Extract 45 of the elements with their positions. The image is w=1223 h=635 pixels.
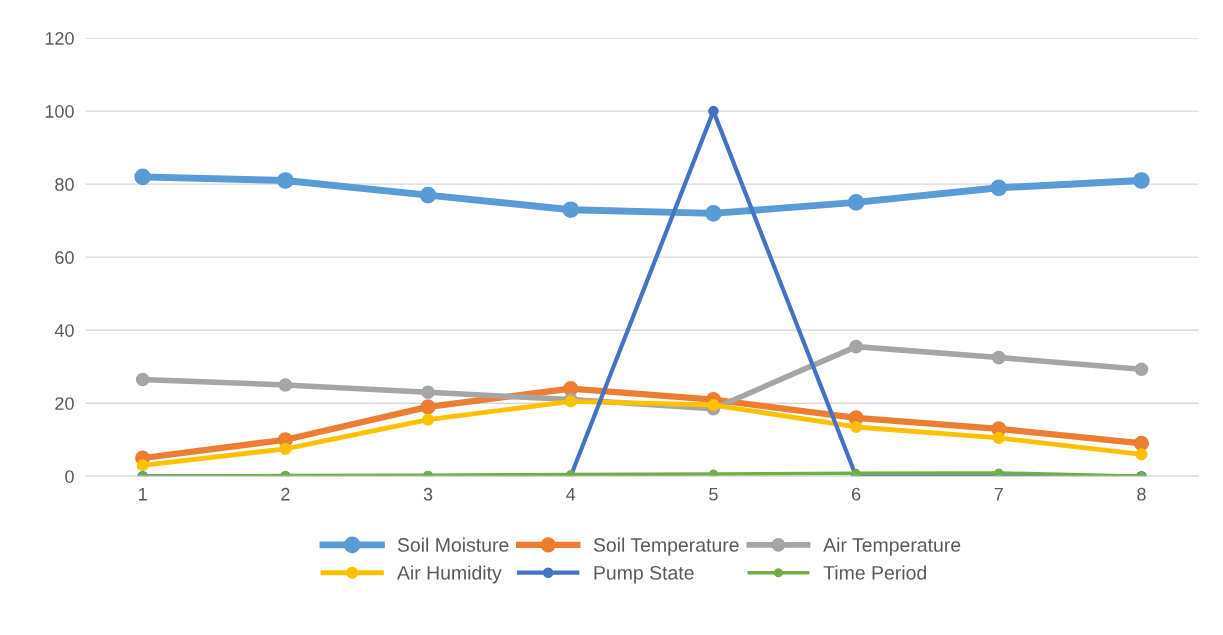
x-tick-label: 3 bbox=[423, 487, 433, 501]
point bbox=[992, 431, 1005, 444]
point bbox=[850, 420, 863, 434]
point bbox=[991, 350, 1006, 365]
legend-label: Soil Temperature bbox=[593, 537, 739, 556]
point bbox=[278, 378, 293, 392]
legend-label: Pump State bbox=[594, 565, 694, 584]
point bbox=[421, 385, 435, 400]
x-tick-label: 7 bbox=[994, 488, 1003, 501]
legend-label: Air Temperature bbox=[823, 537, 961, 556]
x-tick-label: 6 bbox=[852, 487, 861, 501]
y-tick-label: 0 bbox=[65, 470, 74, 483]
y-tick-label: 60 bbox=[55, 251, 74, 264]
point bbox=[420, 399, 436, 415]
point bbox=[1134, 362, 1149, 377]
point bbox=[135, 372, 150, 387]
x-tick-label: 5 bbox=[709, 488, 718, 501]
y-tick-label: 40 bbox=[54, 324, 74, 337]
point bbox=[419, 186, 437, 204]
y-tick-label: 120 bbox=[45, 32, 74, 45]
x-tick-label: 1 bbox=[139, 488, 147, 501]
point bbox=[847, 194, 865, 211]
point bbox=[277, 172, 294, 189]
point bbox=[708, 469, 718, 477]
y-tick-label: 100 bbox=[45, 105, 74, 118]
point bbox=[136, 459, 149, 472]
point bbox=[422, 413, 435, 426]
point bbox=[1135, 448, 1148, 461]
y-tick-label: 80 bbox=[55, 178, 74, 191]
legend-label: Time Period bbox=[823, 565, 926, 580]
x-tick-label: 2 bbox=[281, 487, 290, 501]
point bbox=[1133, 435, 1150, 451]
x-tick-label: 4 bbox=[566, 488, 576, 501]
point bbox=[705, 205, 722, 222]
legend-label: Air Humidity bbox=[396, 565, 502, 584]
point bbox=[707, 399, 720, 412]
legend-label: Soil Moisture bbox=[397, 537, 509, 552]
point bbox=[990, 179, 1008, 197]
x-tick-label: 8 bbox=[1137, 487, 1146, 501]
point bbox=[134, 168, 152, 186]
point bbox=[562, 201, 580, 219]
point bbox=[849, 339, 863, 354]
y-tick-label: 20 bbox=[55, 397, 74, 410]
point bbox=[279, 442, 292, 455]
point bbox=[1133, 172, 1150, 189]
